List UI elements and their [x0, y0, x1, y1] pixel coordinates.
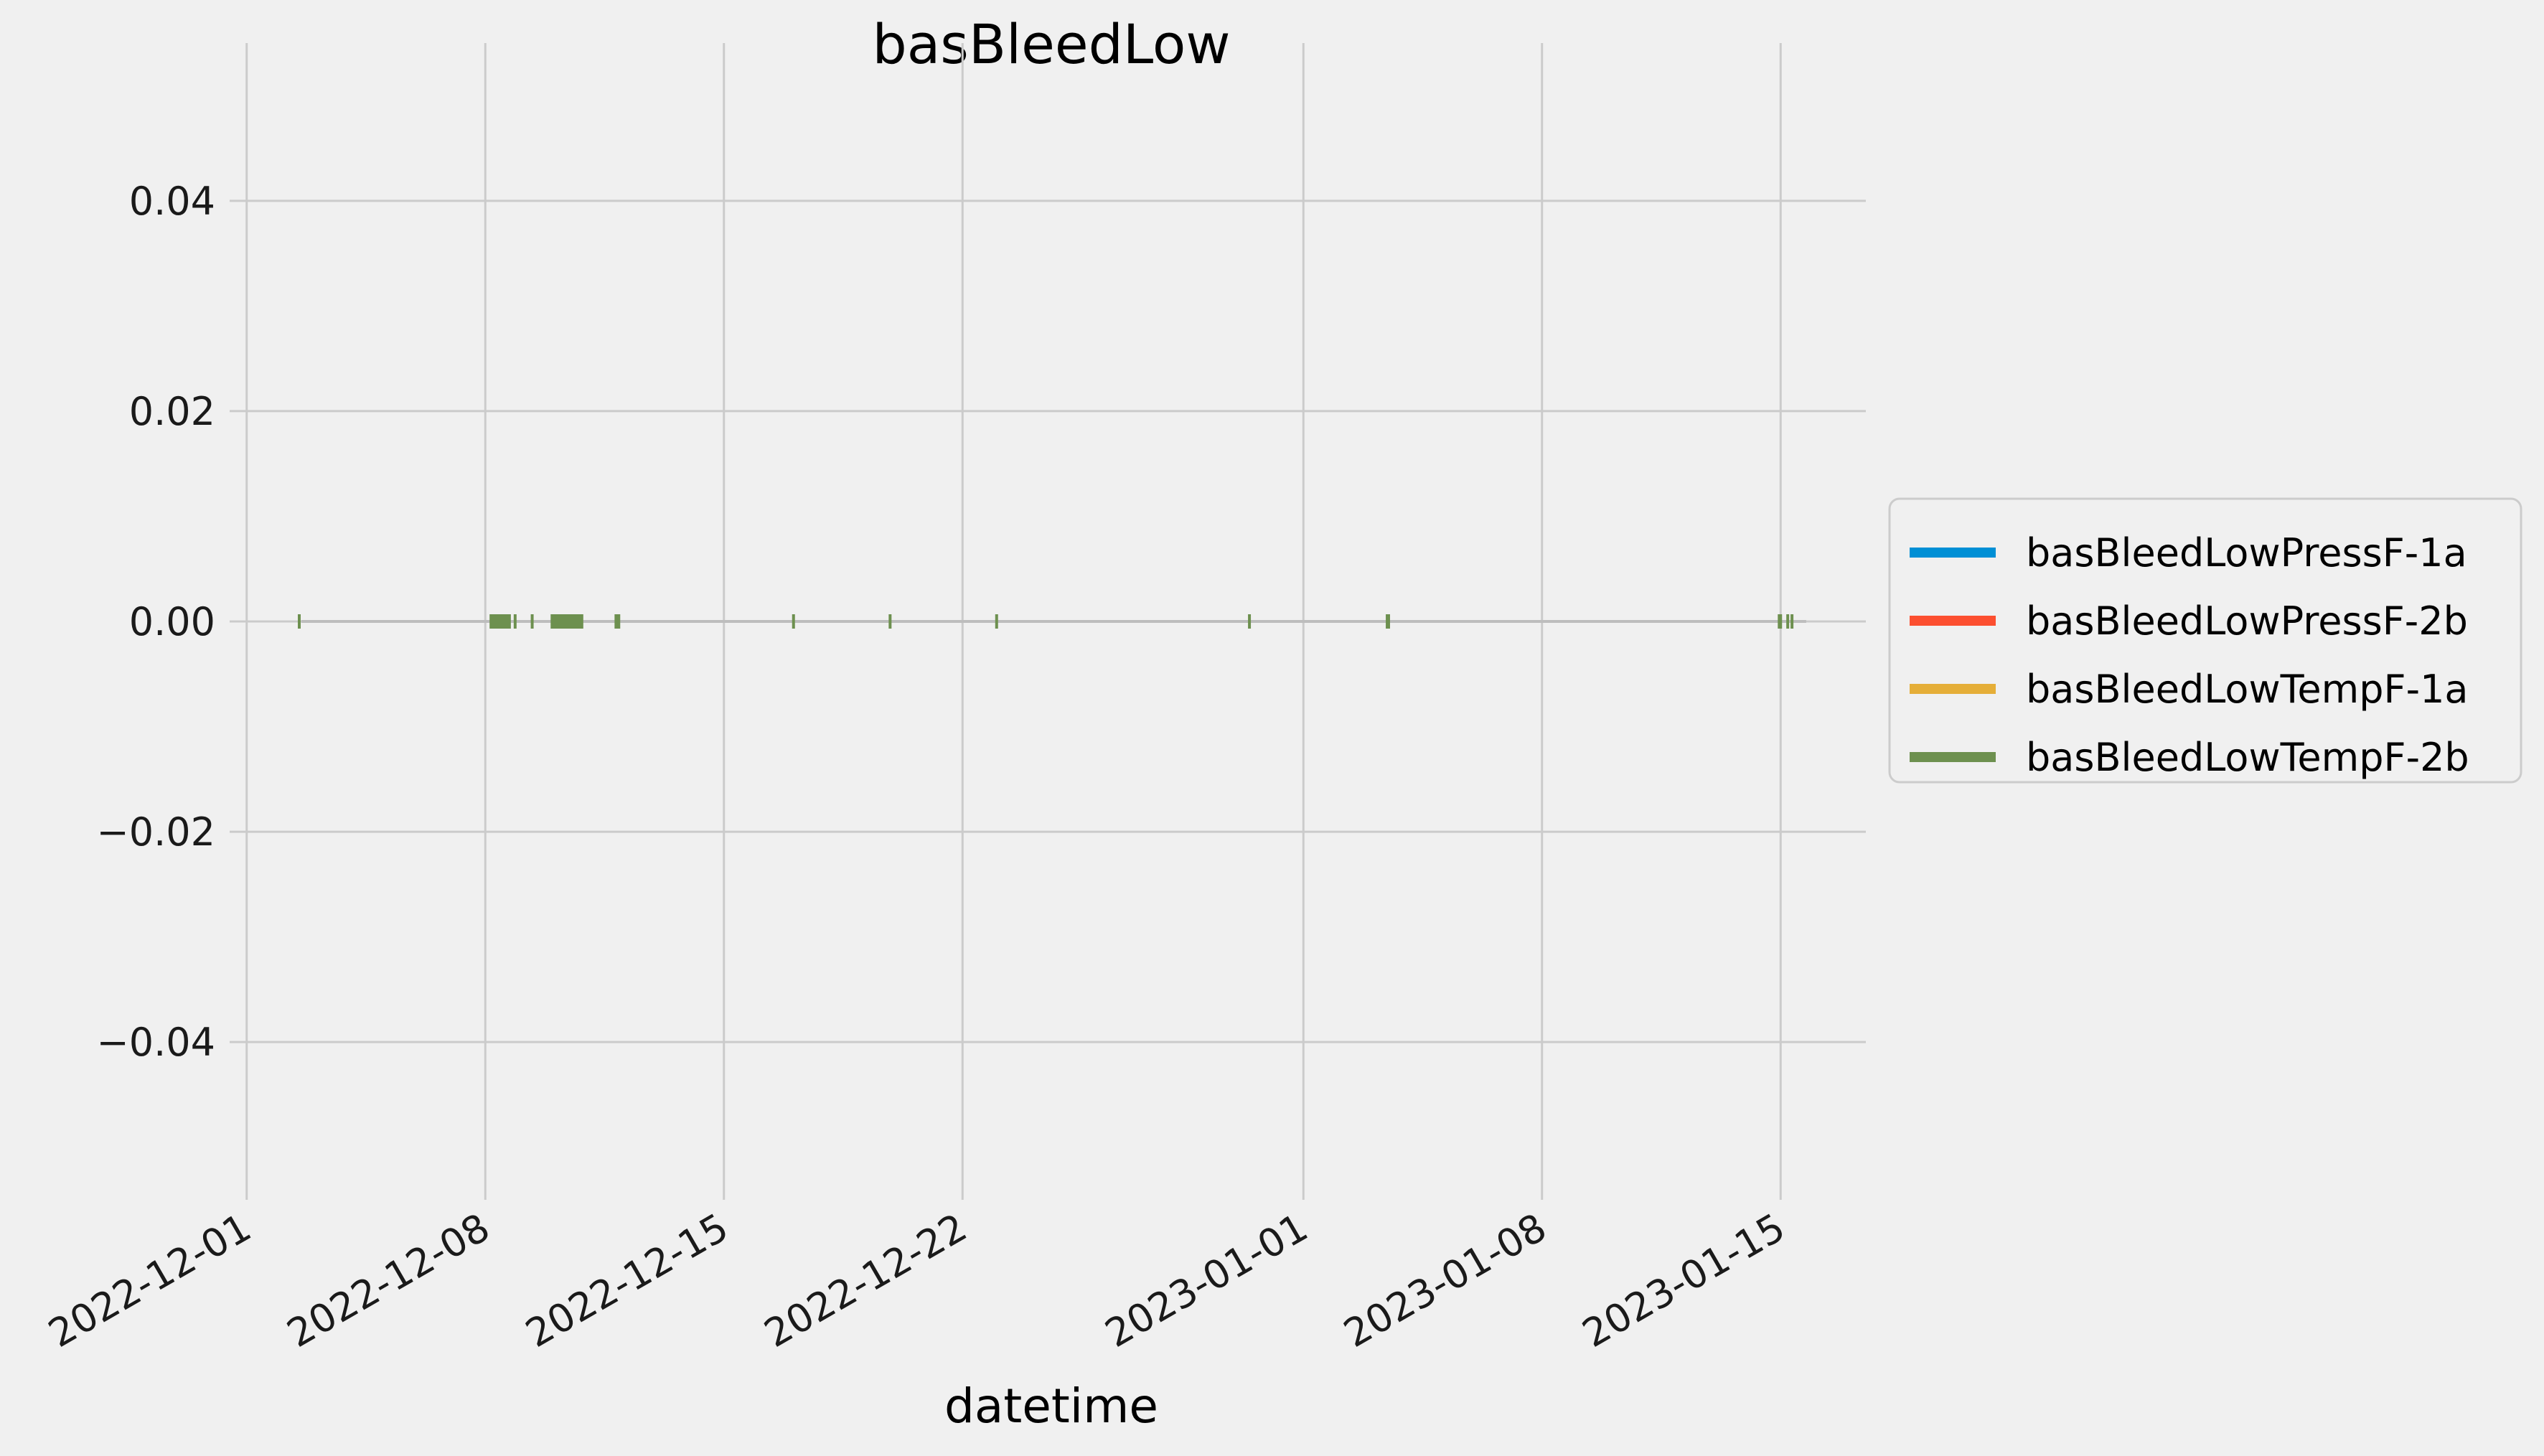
legend-entry: basBleedLowPressF-1a	[2026, 530, 2467, 576]
y-tick-label: 0.00	[129, 599, 215, 644]
x-tick-label: 2022-12-22	[756, 1205, 974, 1356]
x-tick-labels: 2022-12-01 2022-12-08 2022-12-15 2022-12-22…	[41, 1205, 1793, 1356]
legend-entry: basBleedLowTempF-2b	[2026, 735, 2469, 780]
y-tick-label: −0.04	[97, 1020, 215, 1065]
x-tick-label: 2022-12-08	[279, 1205, 497, 1356]
legend-entry: basBleedLowPressF-2b	[2026, 598, 2468, 644]
x-tick-label: 2023-01-01	[1097, 1205, 1315, 1356]
chart-title: basBleedLow	[872, 12, 1230, 76]
y-tick-labels: −0.04 −0.02 0.00 0.02 0.04	[97, 179, 215, 1065]
legend: basBleedLowPressF-1a basBleedLowPressF-2b…	[1888, 497, 2522, 784]
x-tick-label: 2022-12-01	[41, 1205, 258, 1356]
y-tick-label: 0.02	[129, 389, 215, 434]
legend-entry: basBleedLowTempF-1a	[2026, 667, 2469, 712]
y-tick-label: −0.02	[97, 809, 215, 855]
x-axis-label: datetime	[944, 1378, 1158, 1434]
x-tick-label: 2023-01-15	[1574, 1205, 1792, 1356]
y-tick-label: 0.04	[129, 179, 215, 224]
legend-box	[1888, 497, 2522, 784]
x-tick-label: 2023-01-08	[1336, 1205, 1554, 1356]
x-tick-label: 2022-12-15	[518, 1205, 736, 1356]
